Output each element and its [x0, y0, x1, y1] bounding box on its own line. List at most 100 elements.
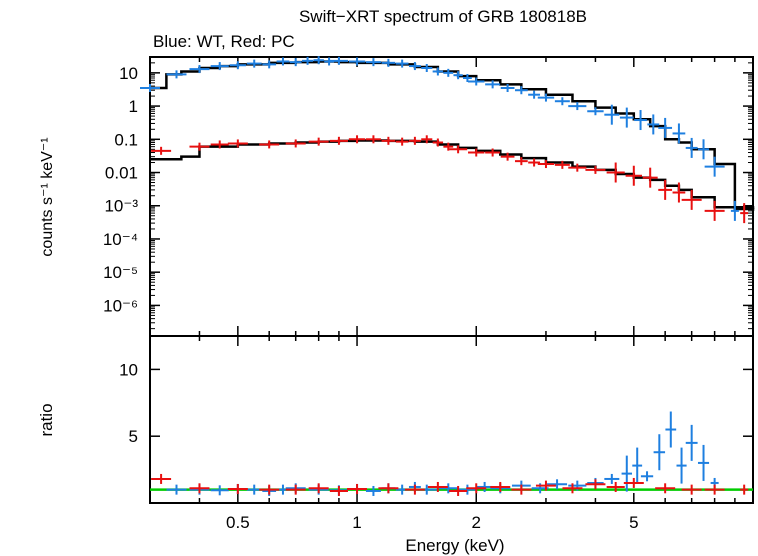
data-point-wt [634, 110, 647, 131]
ratio-y-axis-label: ratio [37, 403, 56, 436]
data-point-wt [229, 61, 247, 70]
ratio-point-wt [685, 424, 698, 461]
data-point-wt [704, 156, 725, 177]
data-point-wt [166, 70, 187, 79]
data-point-pc [449, 145, 468, 154]
data-point-pc [740, 203, 749, 224]
data-point-wt [262, 60, 277, 69]
ratio-point-pc [151, 473, 172, 484]
y-tick-label: 0.01 [105, 164, 138, 183]
ratio-point-pc [404, 484, 425, 495]
y-tick-label: 10⁻⁶ [103, 296, 138, 315]
data-point-pc [210, 140, 229, 149]
data-point-wt [500, 83, 515, 92]
data-point-pc [537, 160, 555, 169]
ratio-point-pc [378, 483, 399, 494]
data-point-wt [647, 114, 660, 135]
data-point-pc [381, 136, 396, 145]
data-point-pc [606, 162, 625, 183]
data-point-pc [514, 157, 528, 166]
data-point-wt [685, 137, 698, 158]
data-point-wt [453, 71, 463, 80]
data-point-pc [568, 163, 587, 172]
ratio-point-wt [676, 447, 687, 484]
data-point-wt [468, 77, 485, 86]
data-point-pc [681, 189, 702, 210]
data-point-pc [485, 148, 501, 157]
data-point-wt [289, 58, 302, 67]
data-point-pc [259, 140, 280, 149]
data-point-wt [432, 67, 444, 76]
ratio-point-wt [640, 471, 654, 482]
ratio-point-wt [438, 483, 458, 494]
ratio-y-tick-label: 10 [119, 360, 138, 379]
data-point-wt [276, 57, 290, 66]
ratio-point-wt [604, 473, 620, 484]
ratio-point-wt [547, 479, 568, 490]
data-point-wt [463, 73, 472, 82]
x-tick-label: 2 [472, 513, 481, 532]
data-point-wt [348, 57, 366, 66]
data-point-pc [528, 158, 541, 167]
data-point-pc [658, 179, 673, 200]
data-point-pc [672, 182, 686, 203]
ratio-point-pc [655, 483, 676, 494]
data-point-wt [672, 123, 686, 144]
x-tick-label: 5 [629, 513, 638, 532]
ratio-point-pc [623, 477, 644, 488]
x-tick-label: 1 [352, 513, 361, 532]
data-point-pc [704, 200, 725, 221]
ratio-point-pc [449, 485, 468, 496]
data-point-pc [468, 148, 485, 157]
data-point-wt [537, 93, 555, 102]
data-point-wt [189, 65, 210, 74]
model-curve [150, 60, 755, 211]
ratio-panel: 0.5 1 2 5 10 5 [119, 335, 754, 532]
ratio-point-pc [511, 484, 532, 495]
data-point-wt [514, 86, 528, 95]
ratio-point-wt [632, 447, 643, 484]
data-point-wt [554, 97, 570, 106]
data-point-pc [421, 135, 433, 144]
ratio-frame [149, 335, 754, 504]
data-point-wt [485, 80, 501, 89]
ratio-point-wt [621, 455, 632, 492]
data-point-wt [619, 107, 634, 128]
data-point-wt [381, 58, 396, 67]
ratio-point-pc [704, 484, 725, 495]
ratio-point-pc [227, 483, 248, 494]
data-point-wt [210, 62, 229, 71]
data-point-pc [365, 135, 381, 144]
data-point-pc [308, 137, 329, 146]
data-point-wt [421, 63, 433, 72]
ratio-point-pc [466, 483, 487, 494]
ratio-point-pc [535, 480, 556, 491]
ratio-point-wt [653, 434, 666, 471]
ratio-point-wt [697, 444, 710, 481]
data-point-pc [500, 152, 515, 161]
ratio-point-wt [365, 485, 381, 496]
data-point-wt [329, 56, 348, 65]
x-tick-label: 0.5 [226, 513, 250, 532]
data-point-wt [568, 102, 587, 111]
y-tick-label: 10⁻³ [104, 197, 138, 216]
ratio-point-pc [740, 484, 749, 495]
spectrum-frame [149, 56, 754, 337]
ratio-point-pc [308, 483, 329, 494]
data-point-pc [151, 146, 172, 155]
ratio-point-pc [329, 485, 348, 496]
data-point-pc [285, 139, 306, 148]
ratio-point-wt [476, 481, 493, 492]
ratio-point-wt [210, 485, 229, 496]
data-point-wt [604, 104, 620, 125]
data-point-wt [395, 59, 409, 68]
data-point-pc [189, 142, 210, 151]
y-tick-label: 0.1 [114, 130, 138, 149]
ratio-point-pc [189, 483, 210, 494]
data-point-wt [658, 117, 673, 138]
ratio-point-pc [285, 484, 306, 495]
data-point-wt [528, 90, 541, 99]
x-axis-label: Energy (keV) [405, 536, 504, 555]
data-point-pc [432, 138, 444, 147]
data-point-wt [246, 59, 262, 68]
